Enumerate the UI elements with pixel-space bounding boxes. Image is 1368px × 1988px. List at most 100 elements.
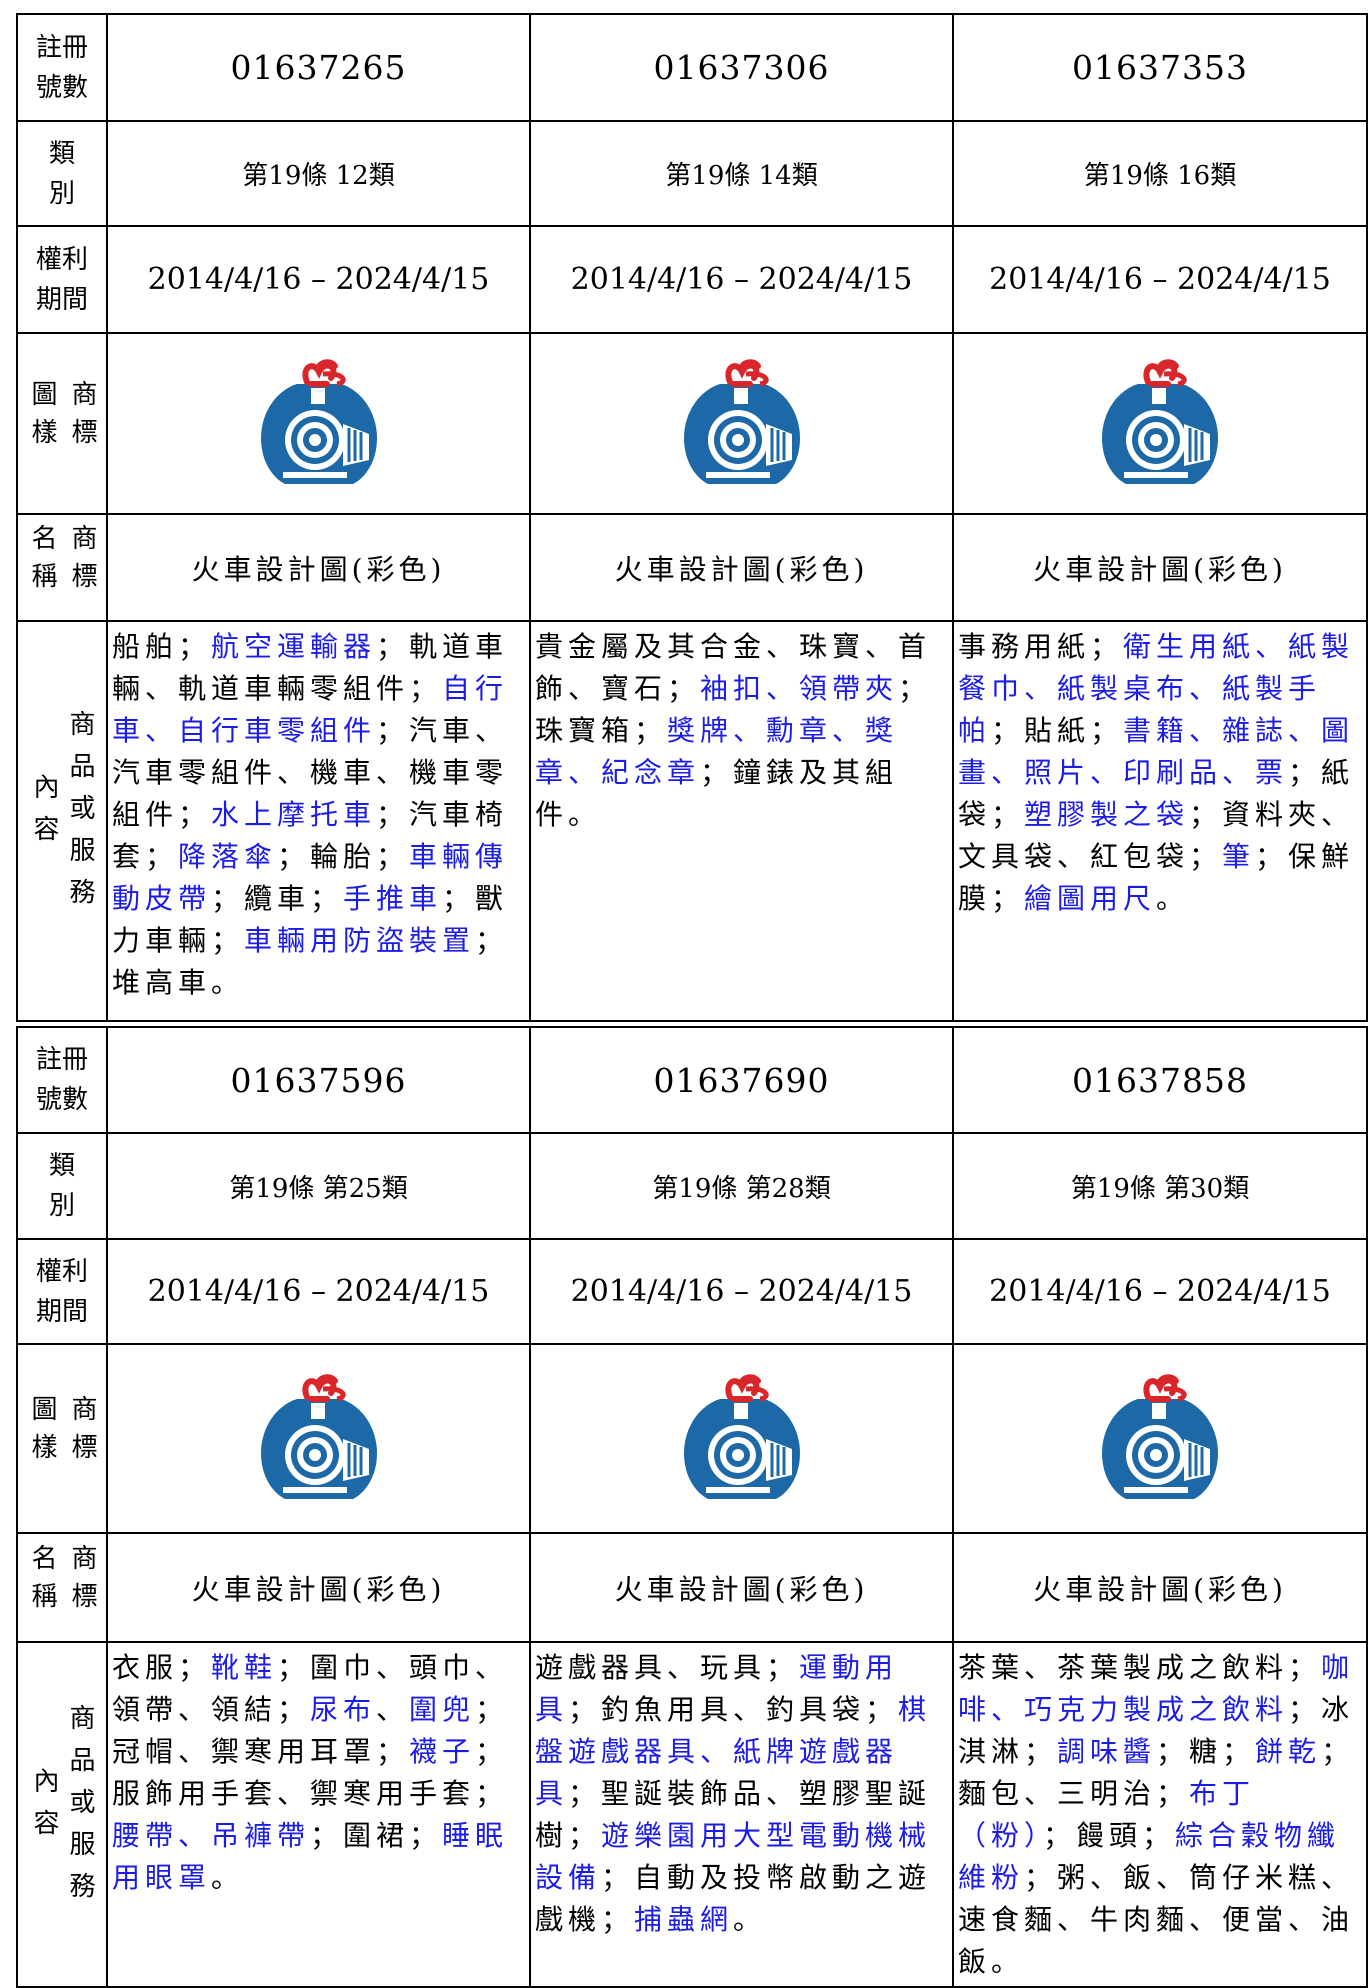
goods-item: ；釣魚用具、釣具袋；	[568, 1693, 899, 1726]
label-text: 商標名稱	[27, 1543, 97, 1620]
trademark-image	[952, 1343, 1368, 1534]
goods-item: 、	[376, 1693, 410, 1726]
goods-item: 捕蟲網	[634, 1903, 734, 1936]
goods-item: 船舶；	[112, 630, 212, 663]
goods-item: ；圍巾、頭巾、領帶、領結；	[112, 1651, 509, 1726]
row-label: 商標名稱	[16, 1532, 108, 1643]
term: 2014/4/16 – 2024/4/15	[529, 1238, 954, 1345]
label-text: 商品或服務內容	[29, 1703, 95, 1914]
term: 2014/4/16 – 2024/4/15	[106, 1238, 531, 1345]
goods-item: 車輛傳動皮帶	[112, 840, 509, 915]
cell-text: 火車設計圖(彩色)	[1033, 552, 1287, 586]
goods-item: ；粥、飯、筒仔米糕、速食麵、牛肉麵、便當、油飯。	[958, 1861, 1355, 1978]
cell-text: 火車設計圖(彩色)	[614, 552, 869, 586]
goods-item: 塑膠製之袋	[1024, 798, 1190, 831]
row-label: 商標圖樣	[16, 332, 108, 515]
record-table: 註冊號數 01637265 01637306 01637353 類別 第19條 12類 第1…	[16, 13, 1368, 1022]
goods-item: ；輪胎；	[277, 840, 410, 873]
row-label: 類別	[16, 1132, 108, 1240]
cell-text: 2014/4/16 – 2024/4/15	[989, 262, 1331, 297]
label-text: 商標名稱	[27, 523, 97, 600]
goods-item: ；保鮮膜；	[958, 840, 1355, 915]
cell-text: 第19條 16類	[1083, 161, 1237, 191]
trademark-name: 火車設計圖(彩色)	[529, 1532, 954, 1643]
goods-item: ；貼紙；	[991, 714, 1124, 747]
row-label: 商品或服務內容	[16, 1641, 108, 1988]
goods-item: 降落傘	[178, 840, 278, 873]
cell-text: 01637306	[653, 48, 830, 87]
cell-text: 2014/4/16 – 2024/4/15	[147, 262, 490, 297]
trademark-logo	[260, 1373, 377, 1499]
label-text: 註冊號數	[35, 32, 88, 103]
label-text: 類別	[49, 1151, 76, 1221]
goods-item: 貴金屬及其合金、珠寶、首飾、寶石；	[535, 630, 932, 705]
row: 權利期間 2014/4/16 – 2024/4/15 2014/4/16 – 202…	[16, 225, 1368, 334]
goods-item: 靴鞋	[211, 1651, 278, 1684]
cell-text: 第19條 12類	[242, 161, 395, 191]
goods: 茶葉、茶葉製成之飲料；咖啡、巧克力製成之飲料；冰淇淋；調味醬；糖；餅乾；麵包、三…	[952, 1641, 1368, 1988]
trademark-image	[106, 332, 531, 515]
goods-item: ；圍裙；	[310, 1819, 443, 1852]
goods-item: ；服飾用手套、禦寒用手套；	[112, 1735, 509, 1810]
goods-item: 車輛用防盜裝置	[244, 924, 476, 957]
trademark-name: 火車設計圖(彩色)	[106, 1532, 531, 1643]
goods-item: 。	[733, 1903, 767, 1936]
row-label: 註冊號數	[16, 13, 108, 122]
term: 2014/4/16 – 2024/4/15	[106, 225, 531, 334]
goods-item: ；汽車、汽車零組件、機車、機車零組件；	[112, 714, 509, 831]
label-text: 類別	[49, 138, 76, 209]
goods: 事務用紙；衛生用紙、紙製餐巾、紙製桌布、紙製手帕；貼紙；書籍、雜誌、圖畫、照片、…	[952, 620, 1368, 1022]
cell-text: 01637265	[230, 48, 407, 87]
registration-number: 01637596	[106, 1026, 531, 1134]
goods-item: ；饅頭；	[1043, 1819, 1176, 1852]
trademark-logo	[683, 358, 800, 484]
cell-text: 火車設計圖(彩色)	[191, 1572, 446, 1606]
trademark-image	[952, 332, 1368, 515]
goods-item: ；麵包、三明治；	[958, 1735, 1355, 1810]
goods-item: 衛生用紙、紙製餐巾、紙製桌布、紙製手帕	[958, 630, 1355, 747]
goods-item: 綜合穀物纖維粉	[958, 1819, 1341, 1894]
cell-text: 第19條 第28類	[652, 1173, 831, 1204]
goods-item: 襪子	[409, 1735, 476, 1768]
cell-text: 01637690	[653, 1060, 830, 1100]
row: 類別 第19條 12類 第19條 14類 第19條 16類	[16, 120, 1368, 227]
registration-number: 01637858	[952, 1026, 1368, 1134]
table-body: 註冊號數 01637596 01637690 01637858 類別 第19條 第25類 第…	[16, 1026, 1368, 1988]
goods-item: 尿布	[310, 1693, 377, 1726]
record-table: 註冊號數 01637596 01637690 01637858 類別 第19條 第25類 第…	[16, 1026, 1368, 1988]
goods-item: 咖啡、巧克力製成之飲料	[958, 1651, 1355, 1726]
class: 第19條 第28類	[529, 1132, 954, 1240]
goods-item: 手推車	[343, 882, 443, 915]
row-label: 權利期間	[16, 225, 108, 334]
goods-item: ；糖；	[1156, 1735, 1256, 1768]
cell-text: 2014/4/16 – 2024/4/15	[570, 262, 913, 297]
goods: 遊戲器具、玩具；運動用具；釣魚用具、釣具袋；棋盤遊戲器具、紙牌遊戲器具；聖誕裝飾…	[529, 1641, 954, 1988]
goods-item: ；纜車；	[211, 882, 344, 915]
cell-text: 2014/4/16 – 2024/4/15	[147, 1274, 490, 1309]
registration-number: 01637265	[106, 13, 531, 122]
row: 註冊號數 01637596 01637690 01637858	[16, 1026, 1368, 1134]
class: 第19條 12類	[106, 120, 531, 227]
class: 第19條 14類	[529, 120, 954, 227]
trademark-image	[529, 1343, 954, 1534]
trademark-logo	[1102, 1373, 1218, 1499]
goods-item: 布丁（粉）	[958, 1777, 1256, 1852]
goods-item: 書籍、雜誌、圖畫、照片、印刷品、票	[958, 714, 1355, 789]
goods-item: 筆	[1222, 840, 1256, 873]
trademark-logo	[683, 1373, 800, 1499]
label-text: 權利期間	[35, 244, 88, 315]
label-text: 商標圖樣	[27, 1394, 97, 1471]
row: 商標名稱 火車設計圖(彩色) 火車設計圖(彩色) 火車設計圖(彩色)	[16, 513, 1368, 622]
goods-item: 棋盤遊戲器具、紙牌遊戲器具	[535, 1693, 932, 1810]
goods-item: 餅乾	[1255, 1735, 1322, 1768]
goods-item: ；堆高車。	[112, 924, 509, 999]
cell-text: 01637858	[1072, 1060, 1248, 1100]
goods-item: 調味醬	[1057, 1735, 1157, 1768]
registration-number: 01637353	[952, 13, 1368, 122]
cell-text: 火車設計圖(彩色)	[614, 1572, 869, 1606]
goods-item: 繪圖用尺	[1024, 882, 1157, 915]
label-text: 商品或服務內容	[29, 710, 95, 920]
goods-item: ；軌道車輛、軌道車輛零組件；	[112, 630, 509, 705]
class: 第19條 16類	[952, 120, 1368, 227]
goods-item: 。	[211, 1861, 245, 1894]
